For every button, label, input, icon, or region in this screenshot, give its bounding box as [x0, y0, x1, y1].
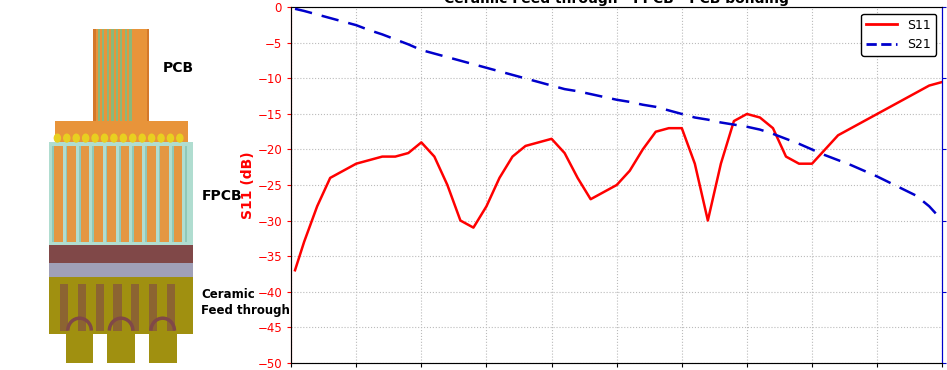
Bar	[131, 285, 139, 331]
Bar	[78, 285, 86, 331]
Circle shape	[111, 134, 117, 142]
Circle shape	[139, 134, 145, 142]
S11	[754, 115, 765, 120]
Bar	[172, 146, 173, 242]
Bar	[80, 146, 89, 242]
S21	[937, 218, 947, 223]
Bar	[94, 29, 149, 121]
Bar	[133, 146, 142, 242]
Circle shape	[54, 134, 61, 142]
S11	[481, 204, 492, 209]
S21	[481, 65, 492, 70]
S11	[937, 80, 947, 84]
Bar	[173, 146, 183, 242]
Bar	[106, 146, 107, 242]
Bar	[146, 146, 147, 242]
Bar	[147, 146, 155, 242]
Bar	[49, 142, 193, 245]
Bar	[130, 29, 132, 121]
Bar	[147, 29, 149, 121]
Bar	[98, 29, 99, 121]
Bar	[125, 29, 127, 121]
Circle shape	[158, 134, 164, 142]
Circle shape	[120, 134, 126, 142]
Line: S21: S21	[295, 9, 942, 221]
Bar	[49, 245, 193, 267]
Bar	[149, 285, 157, 331]
S11	[290, 268, 301, 272]
S21	[715, 120, 726, 125]
S11	[493, 176, 505, 180]
Bar	[119, 146, 129, 242]
Title: Ceramic Feed through - FPCB - PCB bonding: Ceramic Feed through - FPCB - PCB bondin…	[444, 0, 789, 6]
Bar	[49, 263, 193, 278]
Bar	[114, 285, 121, 331]
Bar	[186, 146, 188, 242]
S11	[715, 161, 726, 166]
Bar	[106, 146, 116, 242]
Bar	[61, 285, 68, 331]
Bar	[65, 146, 67, 242]
Line: S11: S11	[295, 82, 942, 270]
Bar	[96, 285, 104, 331]
Text: Ceramic
Feed through: Ceramic Feed through	[202, 288, 291, 317]
S21	[290, 7, 301, 11]
Circle shape	[177, 134, 183, 142]
S21	[754, 127, 765, 132]
Circle shape	[101, 134, 108, 142]
Bar	[149, 331, 176, 363]
Bar	[79, 146, 80, 242]
S21	[923, 204, 935, 209]
Legend: S11, S21: S11, S21	[861, 14, 936, 56]
Circle shape	[63, 134, 70, 142]
Circle shape	[130, 134, 135, 142]
Bar	[133, 146, 134, 242]
Bar	[53, 146, 63, 242]
Bar	[93, 146, 102, 242]
Circle shape	[73, 134, 80, 142]
Bar	[120, 29, 122, 121]
Bar	[94, 29, 96, 121]
Text: PCB: PCB	[163, 61, 194, 75]
Circle shape	[149, 134, 154, 142]
Bar	[55, 121, 188, 146]
S11	[923, 83, 935, 88]
Polygon shape	[55, 121, 188, 142]
Circle shape	[168, 134, 173, 142]
Bar	[49, 278, 193, 334]
Circle shape	[82, 134, 89, 142]
Bar	[65, 331, 94, 363]
Bar	[160, 146, 170, 242]
Bar	[66, 146, 76, 242]
Bar	[112, 29, 114, 121]
Bar	[52, 146, 54, 242]
Circle shape	[92, 134, 98, 142]
Bar	[107, 29, 109, 121]
Bar	[107, 331, 135, 363]
Bar	[167, 285, 175, 331]
S21	[429, 51, 440, 56]
Text: FPCB: FPCB	[202, 189, 242, 203]
Bar	[102, 29, 104, 121]
S11	[429, 154, 440, 159]
Bar	[159, 146, 160, 242]
Bar	[92, 146, 94, 242]
Bar	[116, 29, 117, 121]
Y-axis label: S11 (dB): S11 (dB)	[241, 151, 255, 219]
Bar	[119, 146, 120, 242]
S21	[493, 69, 505, 74]
